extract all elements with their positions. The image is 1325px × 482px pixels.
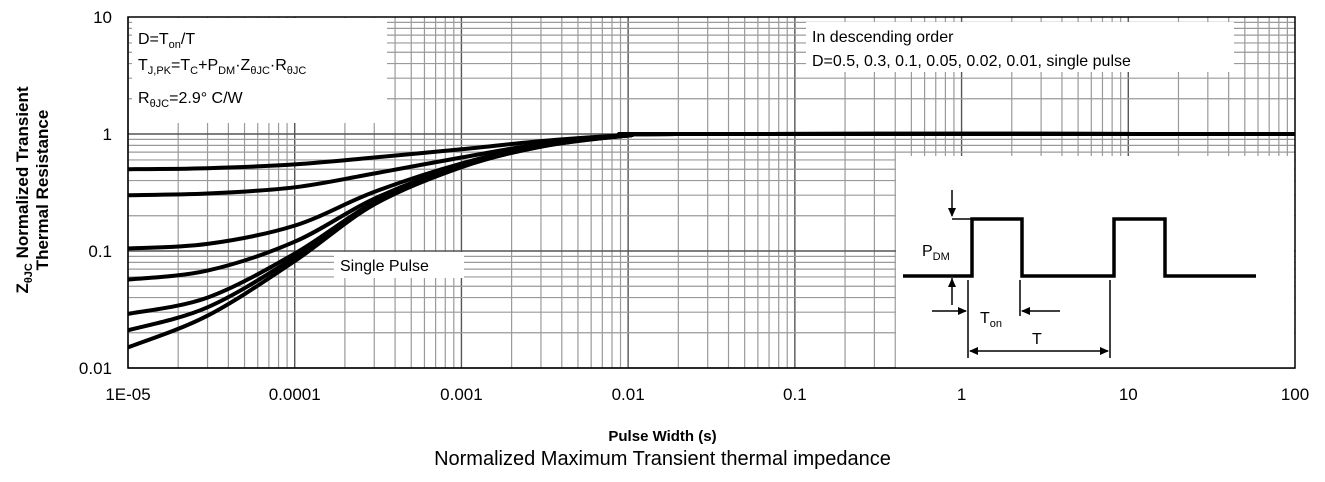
formula-box (132, 18, 387, 123)
y-tick-label: 1 (103, 125, 112, 144)
formula-thermal-resistance: RθJC=2.9° C/W (138, 90, 244, 110)
order-note-values: D=0.5, 0.3, 0.1, 0.05, 0.02, 0.01, singl… (812, 53, 1131, 70)
single-pulse-label-box (334, 252, 464, 278)
pulse-diagram-inset: PDM Ton T (896, 156, 1294, 368)
y-axis-ticks: 0.01 0.1 1 10 (79, 8, 112, 378)
period-label: T (1032, 331, 1042, 348)
formula-duty-cycle: D=Ton/T (138, 31, 195, 51)
order-note-title: In descending order (812, 29, 954, 46)
y-tick-label: 10 (93, 8, 112, 27)
y-axis-label-line2: Thermal Resistance (33, 110, 52, 271)
pulse-waveform (903, 217, 1256, 278)
x-tick-label: 100 (1281, 385, 1309, 404)
formula-junction-temp: TJ,PK=TC+PDM·ZθJC·RθJC (138, 57, 306, 77)
ton-label: Ton (980, 310, 1002, 330)
x-axis-ticks: 1E-05 0.0001 0.001 0.01 0.1 1 10 100 (105, 385, 1309, 404)
chart-curves (127, 131, 1296, 350)
pdm-label: PDM (922, 243, 950, 263)
order-note-box (806, 22, 1234, 72)
x-tick-label: 0.01 (612, 385, 645, 404)
y-axis-label: ZθJC Normalized Transient (13, 86, 35, 293)
x-axis-label: Pulse Width (s) (608, 428, 717, 445)
x-tick-label: 0.1 (783, 385, 807, 404)
x-tick-label: 0.0001 (269, 385, 321, 404)
x-tick-label: 0.001 (440, 385, 483, 404)
single-pulse-label: Single Pulse (340, 258, 429, 275)
x-tick-label: 1 (957, 385, 966, 404)
x-tick-label: 1E-05 (105, 385, 150, 404)
x-tick-label: 10 (1119, 385, 1138, 404)
plot-frame (127, 16, 1296, 369)
chart-caption: Normalized Maximum Transient thermal imp… (434, 448, 891, 470)
y-tick-label: 0.1 (88, 242, 112, 261)
transient-impedance-chart: D=Ton/T TJ,PK=TC+PDM·ZθJC·RθJC RθJC=2.9°… (13, 8, 1309, 404)
series-line-7 (127, 131, 1296, 350)
y-tick-label: 0.01 (79, 359, 112, 378)
